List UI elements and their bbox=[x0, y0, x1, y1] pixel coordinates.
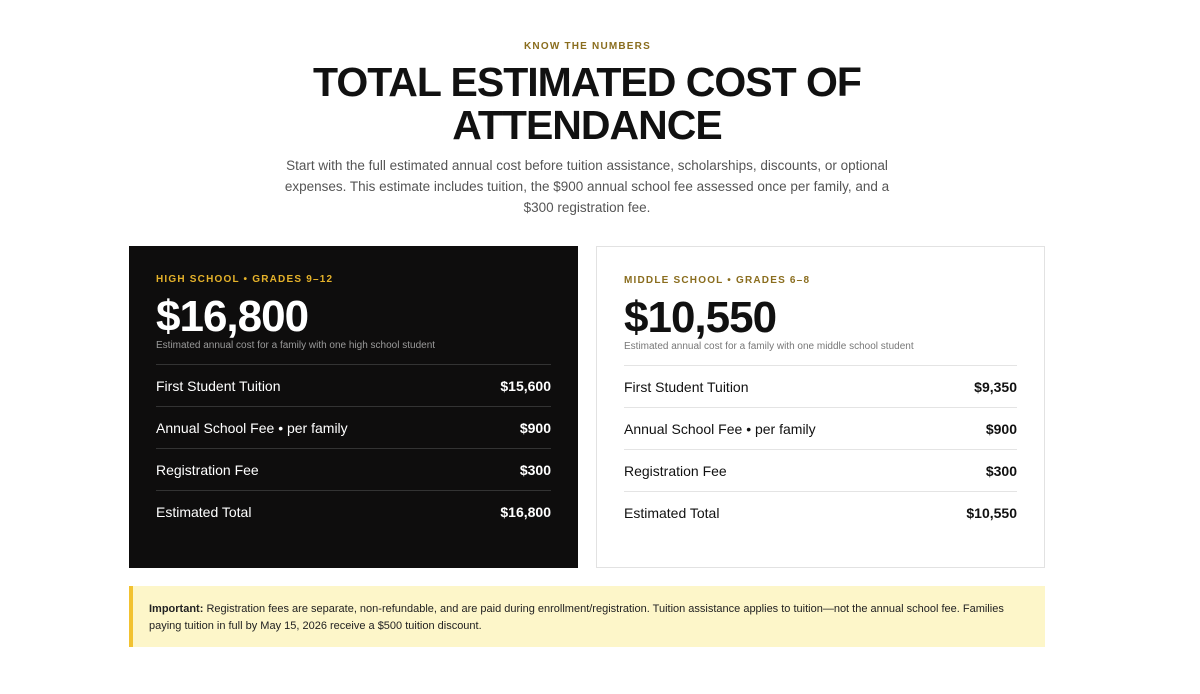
cost-card: HIGH SCHOOL • GRADES 9–12 $16,800 Estimate… bbox=[129, 246, 578, 568]
row-label: First Student Tuition bbox=[624, 378, 749, 395]
card-label: HIGH SCHOOL • GRADES 9–12 bbox=[156, 274, 334, 285]
cost-row: Estimated Total $16,800 bbox=[156, 490, 551, 532]
row-value: $9,350 bbox=[974, 378, 1017, 395]
eyebrow: KNOW THE NUMBERS bbox=[524, 41, 651, 52]
notice-label: Important: bbox=[149, 603, 204, 615]
row-label: Estimated Total bbox=[156, 503, 252, 520]
row-value: $900 bbox=[519, 419, 551, 436]
row-value: $16,800 bbox=[500, 503, 551, 520]
row-label: Estimated Total bbox=[624, 504, 720, 521]
card-caption: Estimated annual cost for a family with … bbox=[624, 341, 914, 352]
card-caption: Estimated annual cost for a family with … bbox=[156, 340, 436, 351]
row-label: Annual School Fee • per family bbox=[624, 420, 816, 437]
row-value: $10,550 bbox=[966, 504, 1017, 521]
cost-row: Registration Fee $300 bbox=[624, 449, 1017, 491]
card-label: MIDDLE SCHOOL • GRADES 6–8 bbox=[624, 275, 811, 286]
card-amount: $10,550 bbox=[624, 293, 777, 342]
row-label: Registration Fee bbox=[624, 462, 727, 479]
row-label: First Student Tuition bbox=[156, 377, 281, 394]
cost-row: Estimated Total $10,550 bbox=[624, 491, 1017, 533]
cost-row: Registration Fee $300 bbox=[156, 448, 551, 490]
row-value: $900 bbox=[985, 420, 1017, 437]
notice-text: Registration fees are separate, non-refu… bbox=[149, 603, 1004, 632]
row-value: $300 bbox=[985, 462, 1017, 479]
page-title: TOTAL ESTIMATED COST OF ATTENDANCE bbox=[313, 59, 862, 148]
row-value: $15,600 bbox=[500, 377, 551, 394]
row-label: Annual School Fee • per family bbox=[156, 419, 348, 436]
cost-card: MIDDLE SCHOOL • GRADES 6–8 $10,550 Estimat… bbox=[596, 246, 1045, 568]
card-amount: $16,800 bbox=[156, 292, 309, 341]
cost-row: First Student Tuition $15,600 bbox=[156, 364, 551, 406]
cost-row: Annual School Fee • per family $900 bbox=[156, 406, 551, 448]
row-label: Registration Fee bbox=[156, 461, 259, 478]
row-value: $300 bbox=[519, 461, 551, 478]
intro: Start with the full estimated annual cos… bbox=[284, 158, 890, 215]
cost-row: Annual School Fee • per family $900 bbox=[624, 407, 1017, 449]
notice: Important: Registration fees are separat… bbox=[129, 586, 1045, 647]
cost-row: First Student Tuition $9,350 bbox=[624, 365, 1017, 407]
